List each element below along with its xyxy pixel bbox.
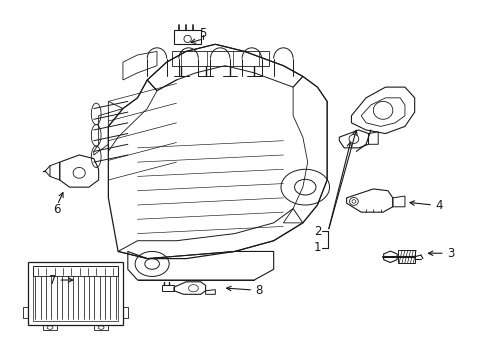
Text: 1: 1 <box>313 241 321 255</box>
Text: 6: 6 <box>54 203 61 216</box>
Text: 5: 5 <box>199 27 206 40</box>
Text: 2: 2 <box>313 225 321 238</box>
Text: 8: 8 <box>255 284 262 297</box>
Text: 4: 4 <box>434 198 442 212</box>
Text: 3: 3 <box>447 247 454 260</box>
Text: 7: 7 <box>49 274 56 287</box>
